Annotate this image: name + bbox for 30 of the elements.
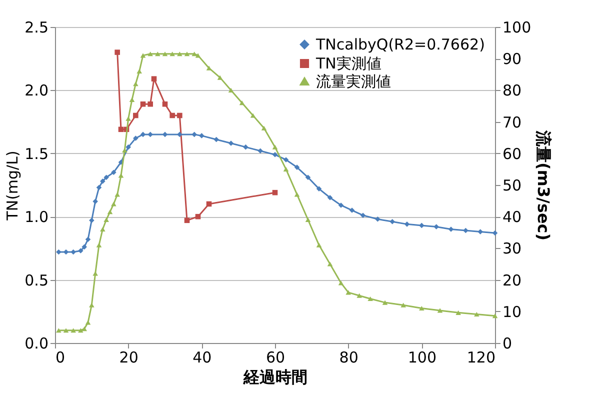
legend-label: 流量実測値 [316,72,391,90]
x-tick-label: 20 [119,348,138,366]
y2-tick-label: 60 [502,144,522,163]
y2-tick-label: 100 [502,18,532,36]
y-tick-label: 2.5 [24,18,48,36]
y-tick-label: 1.5 [24,144,48,163]
y2-tick-label: 50 [502,176,522,194]
y2-tick-label: 0 [502,334,512,352]
y2-axis-title: 流量(m3/sec) [534,129,554,241]
legend-label: TN実測値 [315,54,382,72]
x-tick-label: 0 [56,348,66,366]
x-tick-label: 80 [339,348,358,366]
y-tick-label: 2.0 [24,82,48,100]
x-tick-label: 100 [408,348,436,366]
x-tick-label: 120 [466,348,496,366]
y2-tick-label: 20 [502,271,522,290]
y-tick-label: 0.5 [24,271,48,290]
legend-label: TNcalbyQ(R2=0.7662) [315,36,485,54]
x-tick-label: 40 [192,348,212,366]
y2-tick-label: 70 [502,113,522,132]
y-axis-title: TN(mg/L) [4,150,22,222]
x-tick-label: 60 [266,348,286,366]
y2-tick-label: 10 [502,302,522,321]
y-tick-label: 0.0 [24,334,48,352]
y-tick-label: 1.0 [24,208,48,226]
y2-tick-label: 90 [502,50,522,68]
y2-tick-label: 30 [502,240,522,258]
y2-tick-label: 80 [502,82,522,100]
y2-tick-label: 40 [502,208,522,226]
x-axis-title: 経過時間 [242,368,308,386]
